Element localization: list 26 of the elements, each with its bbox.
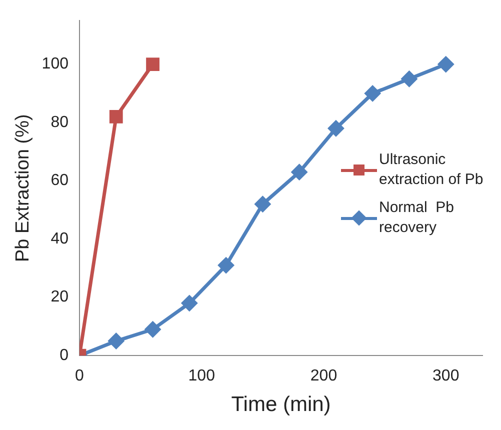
point: [182, 295, 198, 311]
point: [146, 58, 160, 71]
y-tick-label: 80: [50, 114, 69, 131]
x-tick-label: 0: [75, 368, 84, 385]
point: [364, 86, 380, 102]
point: [438, 56, 454, 72]
legend-label: Normal Pb recovery: [379, 198, 456, 238]
y-tick-label: 100: [42, 56, 69, 73]
point: [218, 258, 234, 274]
legend-label: Ultrasonic extraction of Pb: [379, 150, 484, 190]
point: [145, 322, 161, 338]
point: [109, 110, 123, 124]
y-tick-label: 60: [50, 172, 69, 190]
point: [292, 164, 308, 180]
point: [328, 120, 344, 136]
y-tick-label: 40: [50, 230, 69, 248]
x-tick-label: 200: [310, 368, 338, 385]
x-axis-title: Time (min): [231, 393, 331, 416]
x-tick-label: 100: [188, 368, 216, 385]
y-tick-label: 0: [60, 347, 69, 364]
x-tick-label: 300: [432, 368, 460, 385]
y-tick-label: 20: [50, 288, 69, 306]
point: [401, 71, 417, 87]
point: [254, 196, 270, 212]
point: [108, 333, 124, 349]
y-axis-title: Pb Extraction (%): [12, 114, 34, 262]
